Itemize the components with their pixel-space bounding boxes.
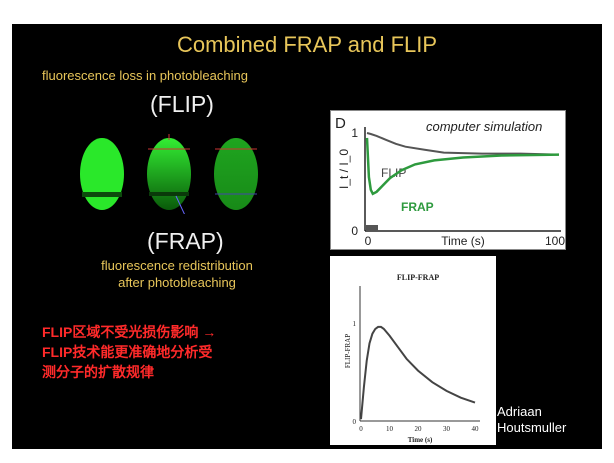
y-tick-1: 1 [353, 320, 357, 328]
flip-description: fluorescence loss in photobleaching [42, 68, 248, 83]
x-ticks: 0 10 20 30 40 [359, 425, 479, 433]
y-tick-1: 1 [351, 126, 358, 140]
simulation-annotation: computer simulation [426, 119, 542, 134]
panel-letter: D [335, 115, 346, 132]
cell-recovered [214, 138, 258, 210]
series-label-frap: FRAP [401, 200, 434, 214]
y-tick-0: 0 [351, 224, 358, 238]
x-axis-label: Time (s) [441, 234, 485, 248]
y-tick-0: 0 [353, 418, 357, 426]
x-tick-10: 10 [386, 425, 394, 433]
series-line-frap [365, 137, 560, 196]
flip-frap-chart: FLIP-FRAP FLIP-FRAP 1 0 0 10 20 30 40 Time (… [330, 256, 496, 445]
bleach-interval-marker [366, 225, 378, 231]
x-tick-40: 40 [472, 425, 480, 433]
cell-after-bleach [147, 138, 191, 210]
series-line-flip [366, 132, 560, 156]
x-axis-label: Time (s) [408, 436, 433, 444]
credit-line1: Adriaan [497, 404, 542, 419]
flip-label: (FLIP) [150, 91, 214, 117]
frap-pointer-line [175, 195, 185, 214]
chinese-note: FLIP区域不受光损伤影响 → FLIP技术能更准确地分析受 测分子的扩散规律 [42, 322, 327, 382]
slide-title: Combined FRAP and FLIP [176, 32, 438, 57]
x-tick-0: 0 [365, 234, 372, 248]
cell-illustration [80, 134, 258, 214]
author-credit: Adriaan Houtsmuller [497, 404, 566, 436]
cell-before-bleach [80, 138, 124, 210]
chinese-note-line3: 测分子的扩散规律 [42, 364, 154, 380]
credit-line2: Houtsmuller [497, 420, 567, 435]
chinese-note-line1: FLIP区域不受光损伤影响 → [42, 324, 217, 340]
chart-title: FLIP-FRAP [397, 273, 439, 282]
y-axis-label: FLIP-FRAP [344, 334, 352, 368]
x-tick-100: 100 [545, 234, 565, 248]
frap-description-line1: fluorescence redistribution [101, 258, 253, 273]
x-tick-20: 20 [415, 425, 423, 433]
x-tick-30: 30 [443, 425, 451, 433]
frap-description-line2: after photobleaching [118, 275, 236, 290]
chinese-note-line2: FLIP技术能更准确地分析受 [42, 344, 213, 360]
frap-label: (FRAP) [147, 228, 224, 254]
frap-description: fluorescence redistribution after photob… [57, 257, 297, 291]
y-axis-label: I_t / I_0 [337, 149, 351, 189]
series-label-flip: FLIP [381, 166, 406, 180]
flip-frap-curve [360, 325, 476, 420]
slide: Combined FRAP and FLIP fluorescence loss… [12, 24, 602, 449]
simulation-chart: D computer simulation I_t / I_0 1 0 0 10… [330, 110, 566, 250]
x-tick-0: 0 [359, 425, 363, 433]
